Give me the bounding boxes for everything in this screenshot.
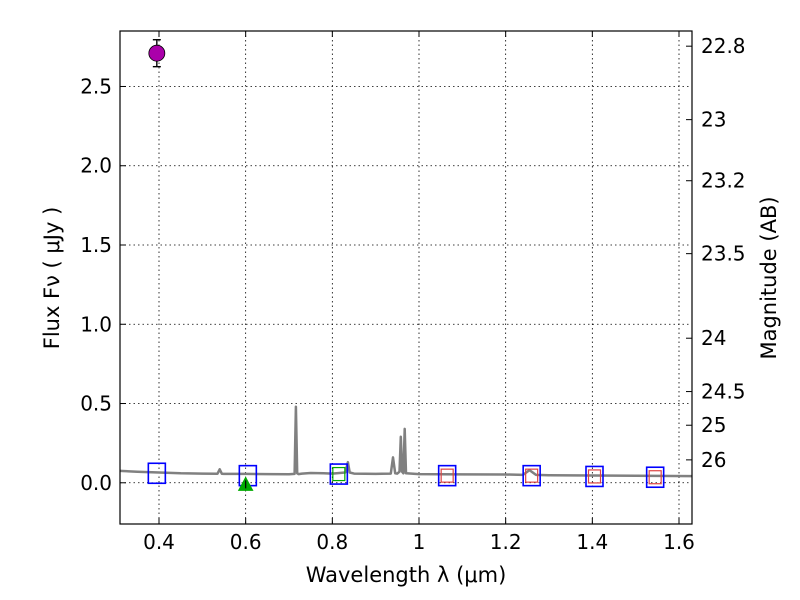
y2-tick-label: 22.8: [701, 34, 746, 58]
y2-tick-label: 23.5: [701, 242, 746, 266]
x-tick-label: 0.8: [316, 530, 348, 554]
x-tick-label: 1: [413, 530, 426, 554]
grid: [120, 31, 692, 524]
y2-tick-label: 25: [701, 413, 726, 437]
y-axis-label: Flux Fν ( μJy ): [40, 207, 64, 350]
x-tick-label: 1.6: [663, 530, 695, 554]
y-tick-label: 0.0: [80, 471, 112, 495]
y-tick-label: 0.5: [80, 392, 112, 416]
markers-layer: [147, 39, 665, 491]
x-tick-label: 1.4: [576, 530, 608, 554]
model-photometry-square: [522, 464, 541, 487]
x-tick-label: 1.2: [490, 530, 522, 554]
plot-frame: [119, 30, 693, 525]
model-spectrum-layer: [119, 405, 693, 478]
inner-photometry-square: [440, 468, 454, 483]
inner-photometry-square: [587, 469, 602, 484]
x-axis-label: Wavelength λ (μm): [306, 563, 507, 587]
inner-photometry-square: [332, 466, 346, 482]
observed-point: [148, 44, 166, 62]
y2-tick-label: 26: [701, 448, 726, 472]
y2-tick-label: 24: [701, 326, 726, 350]
model-photometry-square: [437, 464, 457, 487]
y-tick-label: 2.5: [80, 74, 112, 98]
x-tick-label: 0.6: [230, 530, 262, 554]
model-photometry-square: [645, 466, 665, 489]
ticks-layer: 0.4 0.6 0.8 1 1.2 1.4 1.6 0.0 0.5 1.0 1.5 2.0 2.5 22.…: [80, 31, 746, 554]
y2-tick-label: 24.5: [701, 380, 746, 404]
model-photometry-square: [147, 462, 167, 485]
model-photometry-square: [585, 465, 604, 488]
y2-tick-label: 23.2: [701, 169, 746, 193]
y2-tick-label: 23: [701, 108, 726, 132]
y-tick-label: 1.5: [80, 233, 112, 257]
model-spectrum-line: [119, 405, 693, 478]
inner-photometry-square: [525, 468, 539, 483]
inner-photometry-square: [648, 470, 662, 485]
model-photometry-square: [329, 463, 349, 485]
y2-axis-label: Magnitude (AB): [757, 196, 781, 359]
y-tick-label: 1.0: [80, 312, 112, 336]
x-tick-label: 0.4: [143, 530, 175, 554]
y-tick-label: 2.0: [80, 154, 112, 178]
